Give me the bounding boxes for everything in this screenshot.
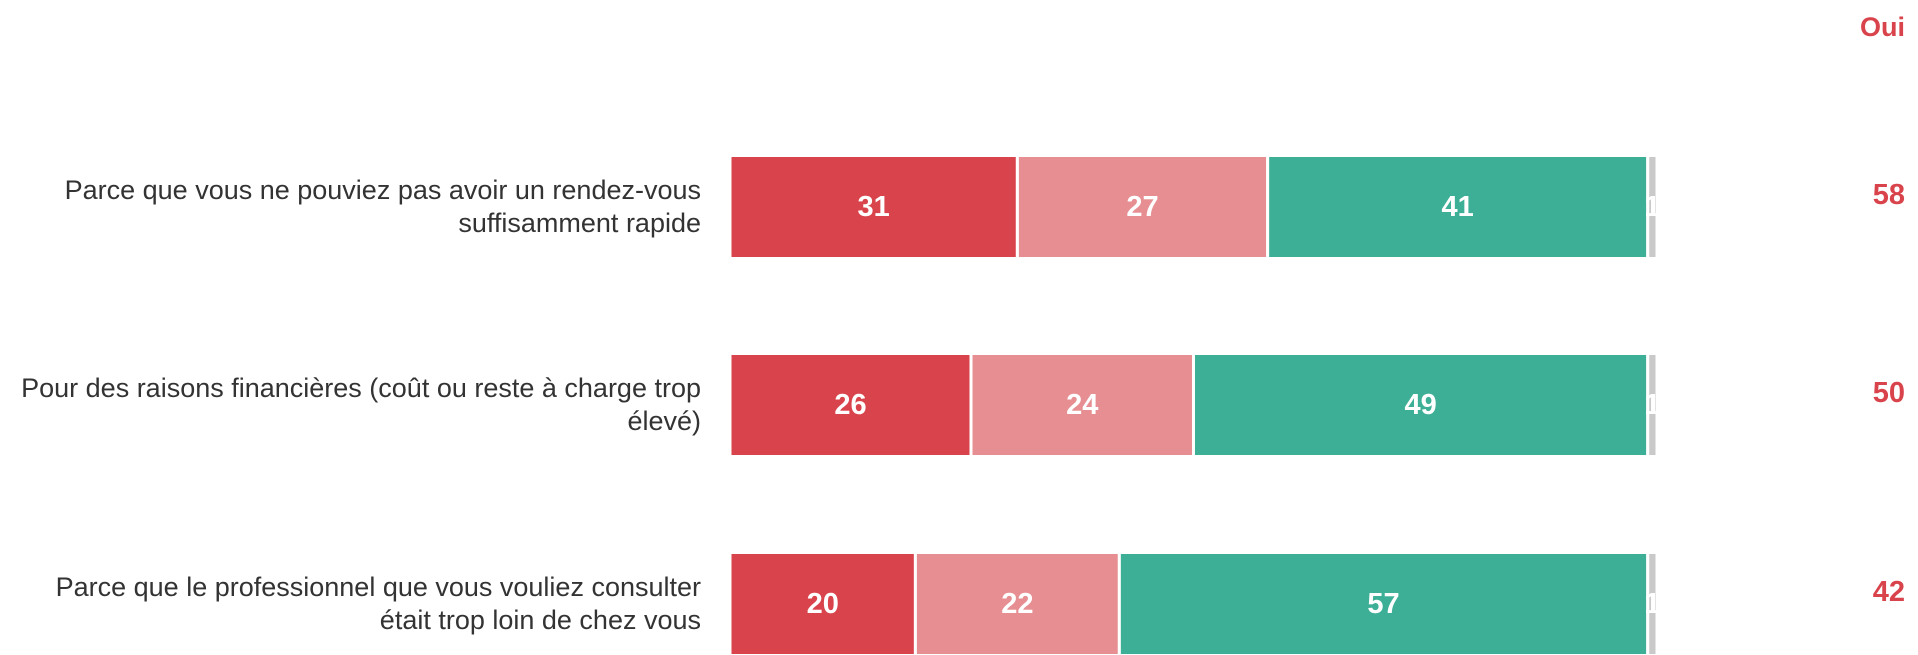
bar-segment [1646, 154, 1659, 260]
value-label: 1 [1644, 389, 1660, 421]
value-label: 31 [858, 191, 890, 223]
value-label: 41 [1442, 191, 1474, 223]
value-label: 49 [1404, 389, 1436, 421]
value-label: 26 [834, 389, 866, 421]
bar-segment [1646, 352, 1659, 458]
bar-segment [913, 551, 1121, 655]
value-label: 27 [1126, 191, 1158, 223]
bar-segment [969, 352, 1196, 458]
bar-segment [1266, 154, 1650, 260]
total-label: 50 [1873, 377, 1905, 409]
value-label: 57 [1367, 588, 1399, 620]
bar-segment [728, 154, 1019, 260]
value-label: 1 [1644, 588, 1660, 620]
category-label: Pour des raisons financières (coût ou re… [21, 373, 701, 436]
total-label: 58 [1873, 179, 1905, 211]
category-label: Parce que le professionnel que vous voul… [55, 572, 701, 635]
value-label: 1 [1644, 191, 1660, 223]
value-label: 20 [807, 588, 839, 620]
value-label: 22 [1001, 588, 1033, 620]
value-label: 24 [1066, 389, 1098, 421]
total-label: 42 [1873, 576, 1905, 608]
bar-segment [1646, 551, 1659, 655]
bar-segment [1192, 352, 1650, 458]
category-label: Parce que vous ne pouviez pas avoir un r… [64, 175, 701, 238]
bar-segment [728, 551, 917, 655]
totals-header: Oui [1860, 12, 1905, 42]
bar-segment [1015, 154, 1270, 260]
